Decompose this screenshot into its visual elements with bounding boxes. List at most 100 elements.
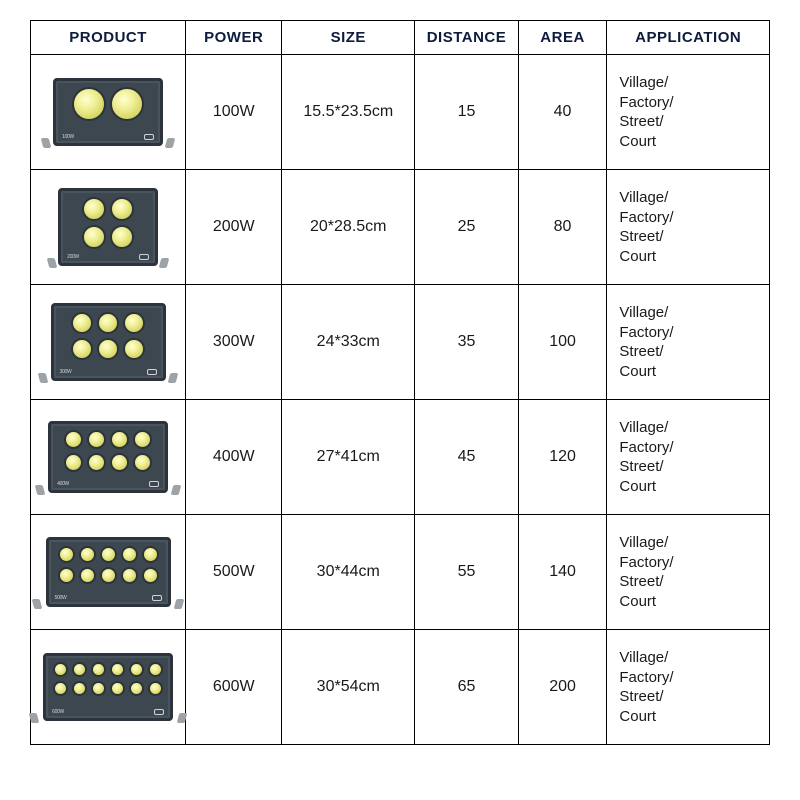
cell-product: 100W xyxy=(31,55,186,170)
led-icon xyxy=(97,338,119,360)
led-icon xyxy=(64,430,83,449)
led-icon xyxy=(133,430,152,449)
table-row: 600W600W30*54cm65200Village/Factory/Stre… xyxy=(31,630,770,745)
table-body: 100W100W15.5*23.5cm1540Village/Factory/S… xyxy=(31,55,770,745)
floodlight-icon: 500W xyxy=(46,537,171,607)
led-icon xyxy=(110,662,125,677)
led-icon xyxy=(142,546,159,563)
led-icon xyxy=(100,546,117,563)
cell-product: 600W xyxy=(31,630,186,745)
cell-size: 24*33cm xyxy=(282,285,415,400)
led-icon xyxy=(71,312,93,334)
led-icon xyxy=(53,662,68,677)
led-icon xyxy=(58,546,75,563)
floodlight-icon: 300W xyxy=(51,303,166,381)
led-icon xyxy=(148,681,163,696)
led-icon xyxy=(142,567,159,584)
cell-size: 27*41cm xyxy=(282,400,415,515)
led-icon xyxy=(97,312,119,334)
cell-application: Village/Factory/Street/Court xyxy=(607,630,770,745)
bracket-icon xyxy=(42,140,174,150)
cell-distance: 65 xyxy=(415,630,518,745)
bracket-icon xyxy=(48,260,168,270)
col-size: SIZE xyxy=(282,21,415,55)
led-icon xyxy=(110,430,129,449)
table-row: 300W300W24*33cm35100Village/Factory/Stre… xyxy=(31,285,770,400)
cell-size: 20*28.5cm xyxy=(282,170,415,285)
header-row: PRODUCT POWER SIZE DISTANCE AREA APPLICA… xyxy=(31,21,770,55)
cell-application: Village/Factory/Street/Court xyxy=(607,515,770,630)
floodlight-icon: 400W xyxy=(48,421,168,493)
table-row: 100W100W15.5*23.5cm1540Village/Factory/S… xyxy=(31,55,770,170)
cell-power: 600W xyxy=(186,630,282,745)
bracket-icon xyxy=(33,601,183,611)
spec-table: PRODUCT POWER SIZE DISTANCE AREA APPLICA… xyxy=(30,20,770,745)
led-icon xyxy=(64,453,83,472)
led-icon xyxy=(123,338,145,360)
led-icon xyxy=(110,681,125,696)
led-icon xyxy=(129,681,144,696)
floodlight-icon: 100W xyxy=(53,78,163,146)
led-icon xyxy=(72,662,87,677)
cell-distance: 15 xyxy=(415,55,518,170)
led-icon xyxy=(87,430,106,449)
cell-power: 500W xyxy=(186,515,282,630)
led-icon xyxy=(91,681,106,696)
cell-size: 30*44cm xyxy=(282,515,415,630)
cell-power: 400W xyxy=(186,400,282,515)
cell-power: 300W xyxy=(186,285,282,400)
floodlight-icon: 600W xyxy=(43,653,173,721)
cell-size: 15.5*23.5cm xyxy=(282,55,415,170)
led-icon xyxy=(71,338,93,360)
cell-application: Village/Factory/Street/Court xyxy=(607,400,770,515)
led-icon xyxy=(121,567,138,584)
led-icon xyxy=(58,567,75,584)
cell-power: 100W xyxy=(186,55,282,170)
cell-area: 120 xyxy=(518,400,607,515)
cell-area: 100 xyxy=(518,285,607,400)
led-icon xyxy=(133,453,152,472)
bracket-icon xyxy=(39,375,177,385)
led-icon xyxy=(82,225,106,249)
cell-distance: 45 xyxy=(415,400,518,515)
cell-distance: 55 xyxy=(415,515,518,630)
cell-size: 30*54cm xyxy=(282,630,415,745)
led-icon xyxy=(72,681,87,696)
cell-product: 500W xyxy=(31,515,186,630)
led-icon xyxy=(110,87,144,121)
floodlight-icon: 200W xyxy=(58,188,158,266)
cell-product: 400W xyxy=(31,400,186,515)
led-icon xyxy=(121,546,138,563)
led-icon xyxy=(79,567,96,584)
led-icon xyxy=(129,662,144,677)
cell-application: Village/Factory/Street/Court xyxy=(607,170,770,285)
led-icon xyxy=(91,662,106,677)
cell-power: 200W xyxy=(186,170,282,285)
cell-application: Village/Factory/Street/Court xyxy=(607,285,770,400)
cell-product: 300W xyxy=(31,285,186,400)
led-icon xyxy=(148,662,163,677)
led-icon xyxy=(123,312,145,334)
bracket-icon xyxy=(30,715,186,725)
table-row: 200W200W20*28.5cm2580Village/Factory/Str… xyxy=(31,170,770,285)
cell-application: Village/Factory/Street/Court xyxy=(607,55,770,170)
led-icon xyxy=(100,567,117,584)
table-row: 400W400W27*41cm45120Village/Factory/Stre… xyxy=(31,400,770,515)
led-icon xyxy=(72,87,106,121)
led-icon xyxy=(110,197,134,221)
led-icon xyxy=(87,453,106,472)
led-icon xyxy=(110,225,134,249)
col-power: POWER xyxy=(186,21,282,55)
table-row: 500W500W30*44cm55140Village/Factory/Stre… xyxy=(31,515,770,630)
col-product: PRODUCT xyxy=(31,21,186,55)
led-icon xyxy=(79,546,96,563)
led-icon xyxy=(110,453,129,472)
cell-area: 200 xyxy=(518,630,607,745)
led-icon xyxy=(82,197,106,221)
col-distance: DISTANCE xyxy=(415,21,518,55)
cell-area: 80 xyxy=(518,170,607,285)
led-icon xyxy=(53,681,68,696)
bracket-icon xyxy=(36,487,180,497)
cell-distance: 35 xyxy=(415,285,518,400)
cell-product: 200W xyxy=(31,170,186,285)
